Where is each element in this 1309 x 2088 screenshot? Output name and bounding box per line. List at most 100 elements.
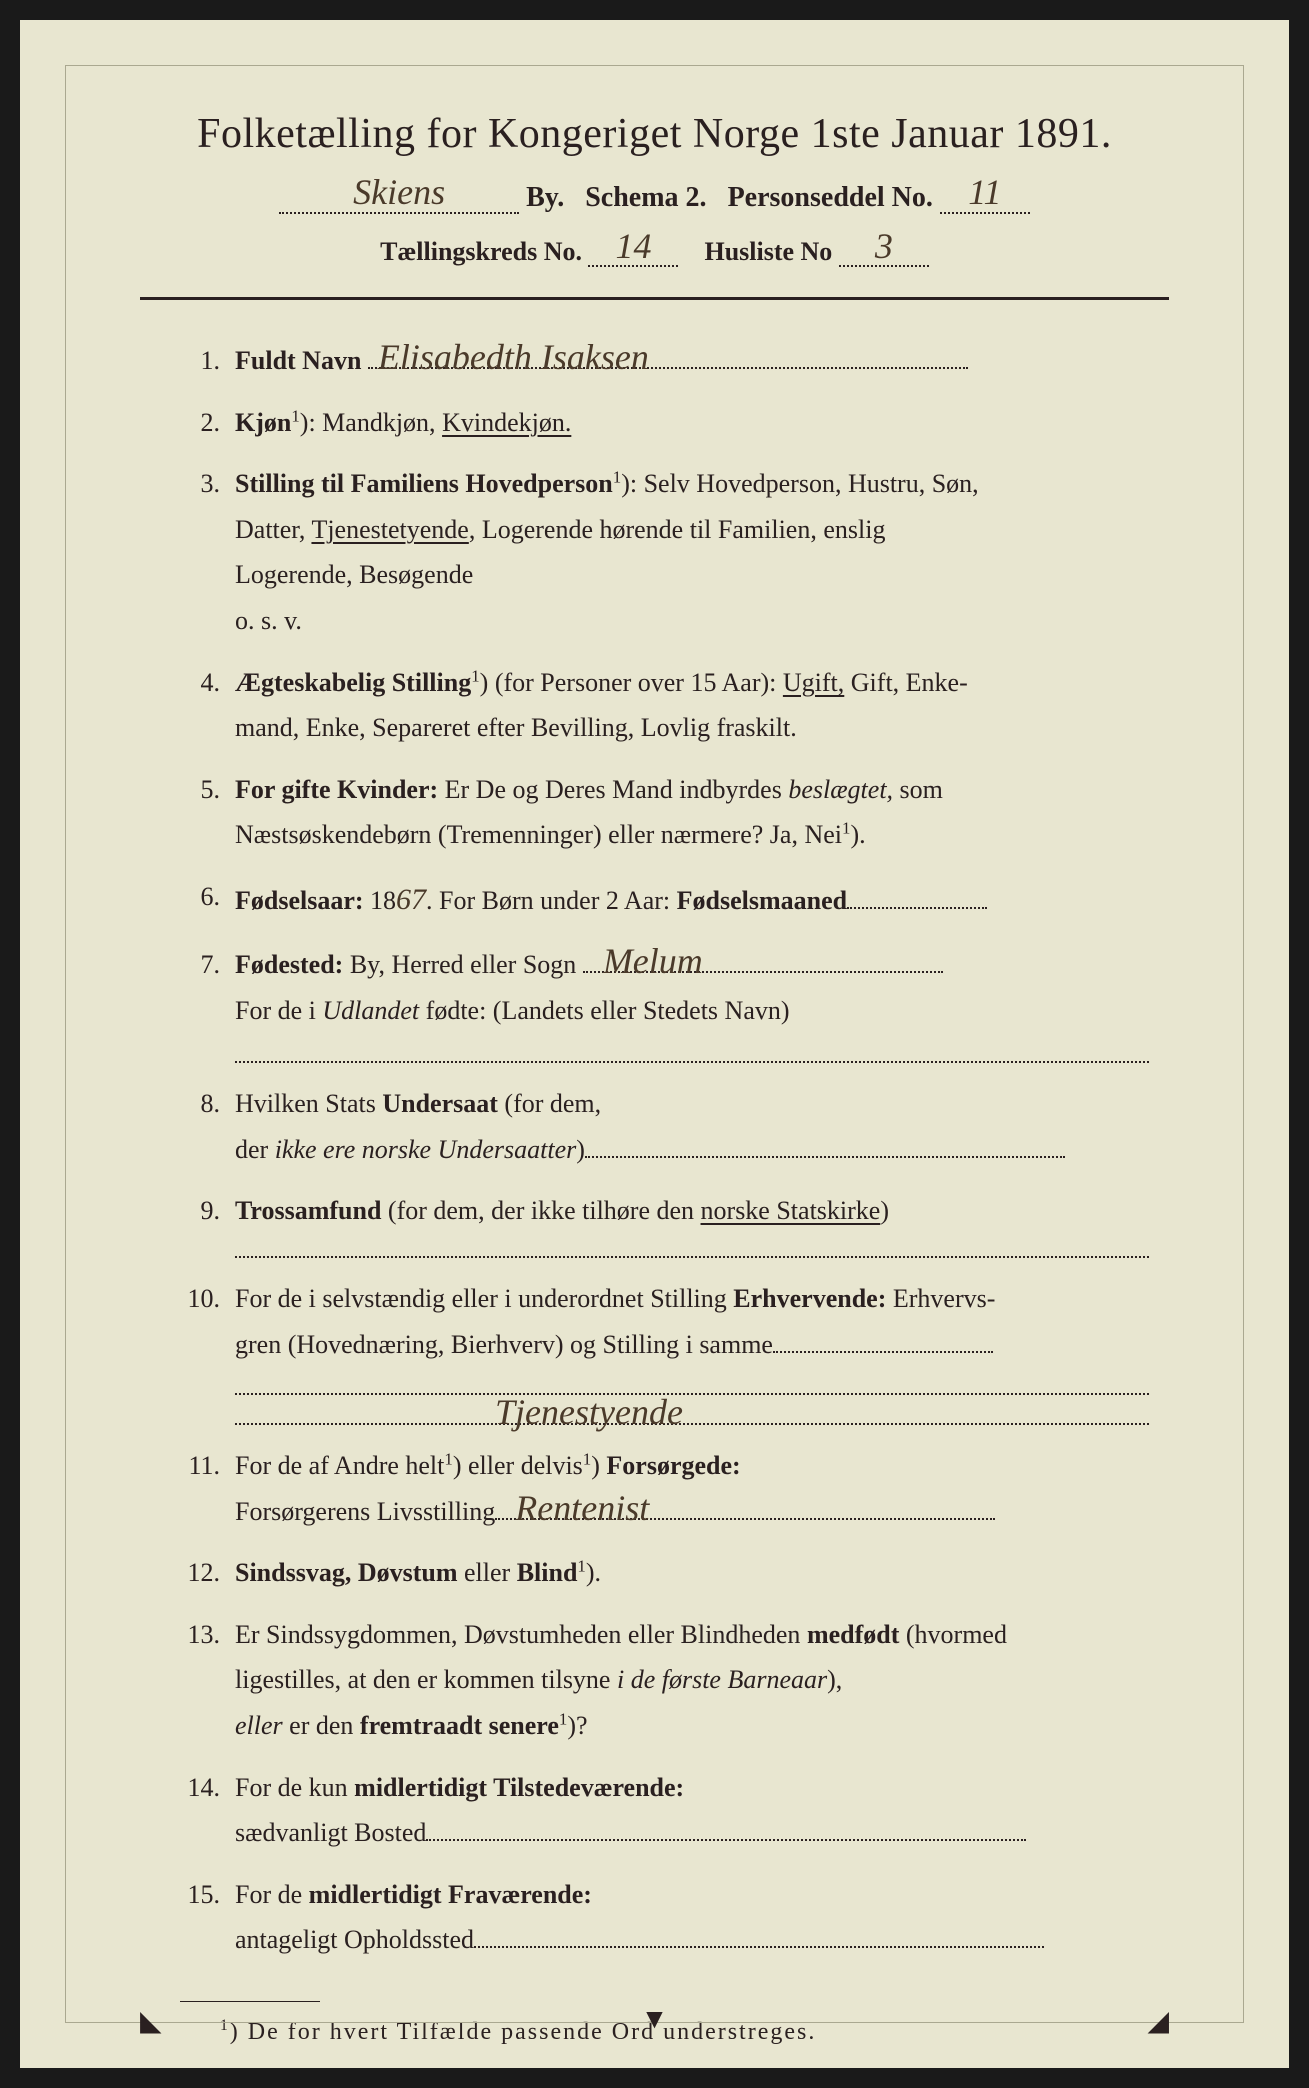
item-8-line2b: ) bbox=[576, 1135, 585, 1164]
person-no-field: 11 bbox=[940, 178, 1030, 214]
item-10-field1 bbox=[773, 1351, 993, 1353]
arrow-right-icon: ◢ bbox=[1147, 2004, 1169, 2038]
subtitle-row-2: Tællingskreds No. 14 Husliste No 3 bbox=[120, 232, 1189, 267]
item-15-field bbox=[474, 1946, 1044, 1948]
item-4-sup: 1 bbox=[471, 666, 479, 685]
item-7-text1: By, Herred eller Sogn bbox=[343, 950, 576, 979]
item-8-line2-wrap: der ikke ere norske Undersaatter) bbox=[235, 1129, 1149, 1171]
item-6-content: Fødselsaar: 1867. For Børn under 2 Aar: … bbox=[235, 876, 1149, 924]
item-1: 1. Fuldt Navn Elisabedth Isaksen bbox=[180, 340, 1149, 382]
item-11-text3: ) bbox=[591, 1451, 606, 1480]
item-10-line2: gren (Hovednæring, Bierhverv) og Stillin… bbox=[235, 1330, 773, 1359]
item-4-content: Ægteskabelig Stilling1) (for Personer ov… bbox=[235, 662, 1149, 749]
item-11: 11. For de af Andre helt1) eller delvis1… bbox=[180, 1445, 1149, 1532]
item-8-text1: Hvilken Stats bbox=[235, 1089, 382, 1118]
item-6-num: 6. bbox=[180, 876, 235, 924]
item-13-line3b: er den bbox=[283, 1711, 360, 1740]
item-13: 13. Er Sindssygdommen, Døvstumheden elle… bbox=[180, 1614, 1149, 1747]
item-13-line3-wrap: eller er den fremtraadt senere1)? bbox=[235, 1705, 1149, 1747]
item-11-field: Rentenist bbox=[495, 1518, 995, 1520]
by-label: By. bbox=[526, 182, 564, 213]
item-14-line2-wrap: sædvanligt Bosted bbox=[235, 1812, 1149, 1854]
item-13-line2a: ligestilles, at den er kommen tilsyne bbox=[235, 1665, 617, 1694]
item-5-text1: Er De og Deres Mand indbyrdes bbox=[438, 775, 788, 804]
item-12: 12. Sindssvag, Døvstum eller Blind1). bbox=[180, 1552, 1149, 1594]
subtitle-row-1: Skiens By. Schema 2. Personseddel No. 11 bbox=[120, 178, 1189, 214]
item-10-content: For de i selvstændig eller i underordnet… bbox=[235, 1278, 1149, 1425]
item-8-label: Undersaat bbox=[382, 1089, 498, 1118]
item-8-line2-italic: ikke ere norske Undersaatter bbox=[275, 1135, 577, 1164]
item-6-label2: Fødselsmaaned bbox=[677, 886, 847, 915]
item-7-sogn-field: Melum bbox=[583, 971, 943, 973]
item-9-text1: (for dem, der ikke tilhøre den bbox=[381, 1196, 700, 1225]
form-body: 1. Fuldt Navn Elisabedth Isaksen 2. Kjøn… bbox=[120, 340, 1189, 1961]
item-7: 7. Fødested: By, Herred eller Sogn Melum… bbox=[180, 944, 1149, 1063]
schema-label: Schema 2. bbox=[585, 182, 706, 213]
item-5: 5. For gifte Kvinder: Er De og Deres Man… bbox=[180, 769, 1149, 856]
item-9-blank-line bbox=[235, 1256, 1149, 1258]
item-3-line2b: , Logerende hørende til Familien, enslig bbox=[469, 515, 886, 544]
item-5-line2-wrap: Næstsøskendebørn (Tremenninger) eller næ… bbox=[235, 814, 1149, 856]
item-10-hand: Tjenestyende bbox=[495, 1398, 683, 1427]
item-6-text1: 18 bbox=[364, 886, 397, 915]
item-11-label: Forsørgede: bbox=[606, 1451, 740, 1480]
item-1-label: Fuldt Navn bbox=[235, 346, 361, 375]
item-10: 10. For de i selvstændig eller i underor… bbox=[180, 1278, 1149, 1425]
item-1-content: Fuldt Navn Elisabedth Isaksen bbox=[235, 340, 1149, 382]
item-12-label2: Blind bbox=[517, 1558, 578, 1587]
item-10-hand-row: Tjenestyende bbox=[235, 1423, 1149, 1425]
item-12-label: Sindssvag, Døvstum bbox=[235, 1558, 458, 1587]
city-field: Skiens bbox=[279, 178, 519, 214]
item-3-content: Stilling til Familiens Hovedperson1): Se… bbox=[235, 463, 1149, 641]
item-8-field bbox=[585, 1156, 1065, 1158]
arrow-marks: ◣ ▼ ◢ bbox=[20, 2004, 1289, 2038]
personseddel-label: Personseddel No. bbox=[728, 182, 933, 213]
item-14-text1: For de kun bbox=[235, 1773, 354, 1802]
person-no-handwritten: 11 bbox=[968, 178, 1001, 207]
item-13-text1: Er Sindssygdommen, Døvstumheden eller Bl… bbox=[235, 1620, 807, 1649]
page-title: Folketælling for Kongeriget Norge 1ste J… bbox=[120, 110, 1189, 158]
item-4-num: 4. bbox=[180, 662, 235, 749]
item-13-num: 13. bbox=[180, 1614, 235, 1747]
item-7-content: Fødested: By, Herred eller Sogn Melum Fo… bbox=[235, 944, 1149, 1063]
item-12-sup: 1 bbox=[577, 1557, 585, 1576]
kreds-label: Tællingskreds No. bbox=[380, 237, 582, 266]
item-6: 6. Fødselsaar: 1867. For Børn under 2 Aa… bbox=[180, 876, 1149, 924]
item-3-text1: ): Selv Hovedperson, Hustru, Søn, bbox=[621, 469, 978, 498]
item-11-line2-wrap: Forsørgerens Livsstilling Rentenist bbox=[235, 1491, 1149, 1533]
item-5-label: For gifte Kvinder: bbox=[235, 775, 438, 804]
item-11-sup2: 1 bbox=[583, 1449, 591, 1468]
item-2-num: 2. bbox=[180, 402, 235, 444]
item-2-text1: ): Mandkjøn, bbox=[300, 408, 442, 437]
item-5-text3: ). bbox=[850, 820, 865, 849]
item-14-line2: sædvanligt Bosted bbox=[235, 1818, 426, 1847]
husliste-no-field: 3 bbox=[839, 232, 929, 267]
item-11-text2: ) eller delvis bbox=[453, 1451, 583, 1480]
item-7-line2b: fødte: (Landets eller Stedets Navn) bbox=[419, 996, 789, 1025]
item-13-line3a-italic: eller bbox=[235, 1711, 283, 1740]
item-4: 4. Ægteskabelig Stilling1) (for Personer… bbox=[180, 662, 1149, 749]
item-6-year-hand: 67 bbox=[396, 883, 426, 916]
item-3-num: 3. bbox=[180, 463, 235, 641]
arrow-mid-icon: ▼ bbox=[641, 2004, 669, 2038]
item-9: 9. Trossamfund (for dem, der ikke tilhør… bbox=[180, 1190, 1149, 1258]
item-5-num: 5. bbox=[180, 769, 235, 856]
item-15: 15. For de midlertidigt Fraværende: anta… bbox=[180, 1874, 1149, 1961]
item-9-underlined: norske Statskirke bbox=[701, 1196, 881, 1225]
item-15-text1: For de bbox=[235, 1880, 309, 1909]
item-2-underlined: Kvindekjøn. bbox=[442, 408, 571, 437]
item-10-text2: Erhvervs- bbox=[886, 1284, 995, 1313]
item-12-num: 12. bbox=[180, 1552, 235, 1594]
item-4-line2: mand, Enke, Separeret efter Bevilling, L… bbox=[235, 707, 1149, 749]
item-3-line2: Datter, Tjenestetyende, Logerende hørend… bbox=[235, 509, 1149, 551]
item-3-line2a: Datter, bbox=[235, 515, 311, 544]
item-10-text1: For de i selvstændig eller i underordnet… bbox=[235, 1284, 733, 1313]
husliste-label: Husliste No bbox=[704, 237, 832, 266]
item-2-sup: 1 bbox=[291, 406, 299, 425]
item-8-line2a: der bbox=[235, 1135, 275, 1164]
item-5-line2: Næstsøskendebørn (Tremenninger) eller næ… bbox=[235, 820, 842, 849]
item-2-label: Kjøn bbox=[235, 408, 291, 437]
item-13-content: Er Sindssygdommen, Døvstumheden eller Bl… bbox=[235, 1614, 1149, 1747]
husliste-no-handwritten: 3 bbox=[875, 232, 893, 261]
item-4-text2: Gift, Enke- bbox=[844, 668, 967, 697]
